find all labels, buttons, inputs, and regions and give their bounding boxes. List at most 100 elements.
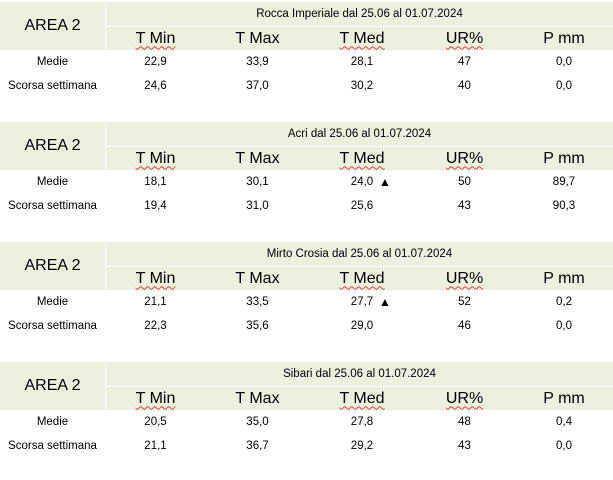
column-header-row: T Min T Max T Med UR% P mm xyxy=(106,387,613,410)
column-header-text: UR% xyxy=(445,269,484,287)
column-header-text: T Min xyxy=(135,269,176,287)
table-row-scorsa: Scorsa settimana 21,1 36,7 29,2 43 0,0 xyxy=(0,434,613,458)
table-cell: 89,7 xyxy=(552,176,576,188)
column-header: T Max xyxy=(207,267,308,290)
table-cell: 37,0 xyxy=(246,80,269,92)
station-table: AREA 2 Acri dal 25.06 al 01.07.2024 T Min T… xyxy=(0,122,613,227)
divider xyxy=(106,26,613,27)
area-label: AREA 2 xyxy=(0,242,105,290)
table-row-scorsa: Scorsa settimana 22,3 35,6 29,0 46 0,0 xyxy=(0,314,613,338)
table-row-medie: Medie 21,1 33,5 27,7 52 0,2 ▲ xyxy=(0,290,613,314)
table-row-medie: Medie 22,9 33,9 28,1 47 0,0 xyxy=(0,50,613,74)
table-cell: 25,6 xyxy=(350,200,374,212)
area-label: AREA 2 xyxy=(0,2,105,50)
column-header-text: UR% xyxy=(445,389,484,407)
station-title: Mirto Crosia dal 25.06 al 01.07.2024 xyxy=(106,242,613,266)
column-header: T Max xyxy=(207,387,308,410)
row-label: Medie xyxy=(36,296,69,308)
area-label: AREA 2 xyxy=(0,362,105,410)
table-cell: 0,4 xyxy=(556,416,572,428)
table-cell: 33,5 xyxy=(246,296,269,308)
column-header: P mm xyxy=(515,147,613,170)
up-arrow-icon: ▲ xyxy=(379,295,391,309)
column-header: P mm xyxy=(515,267,613,290)
table-cell: 46 xyxy=(458,320,471,332)
column-header-text: UR% xyxy=(445,29,484,47)
column-header: T Med xyxy=(310,27,414,50)
table-cell: 50 xyxy=(458,176,471,188)
column-header-text: T Med xyxy=(339,149,385,167)
row-label: Medie xyxy=(36,416,69,428)
table-cell: 0,2 xyxy=(556,296,572,308)
column-header: UR% xyxy=(416,267,513,290)
column-header: UR% xyxy=(416,387,513,410)
column-header-text: P mm xyxy=(543,389,585,407)
table-cell: 24,0 xyxy=(350,176,374,188)
station-table: AREA 2 Mirto Crosia dal 25.06 al 01.07.20… xyxy=(0,242,613,347)
column-header-text: T Min xyxy=(135,389,176,407)
row-label: Scorsa settimana xyxy=(8,320,97,332)
column-header: T Min xyxy=(106,387,205,410)
column-header: P mm xyxy=(515,387,613,410)
table-cell: 30,2 xyxy=(350,80,374,92)
table-cell: 52 xyxy=(458,296,471,308)
column-header: T Max xyxy=(207,27,308,50)
row-label: Medie xyxy=(36,176,69,188)
row-label: Scorsa settimana xyxy=(8,80,97,92)
table-cell: 90,3 xyxy=(552,200,576,212)
table-cell: 35,0 xyxy=(246,416,269,428)
table-cell: 28,1 xyxy=(350,56,374,68)
table-cell: 20,5 xyxy=(144,416,167,428)
table-cell: 29,2 xyxy=(350,440,374,452)
table-cell: 19,4 xyxy=(144,200,167,212)
table-cell: 47 xyxy=(458,56,471,68)
station-table: AREA 2 Rocca Imperiale dal 25.06 al 01.07… xyxy=(0,2,613,107)
up-arrow-icon: ▲ xyxy=(379,175,391,189)
table-row-scorsa: Scorsa settimana 19,4 31,0 25,6 43 90,3 xyxy=(0,194,613,218)
column-header: T Med xyxy=(310,147,414,170)
table-cell: 21,1 xyxy=(144,440,167,452)
station-title: Sibari dal 25.06 al 01.07.2024 xyxy=(106,362,613,386)
column-header-text: T Min xyxy=(135,149,176,167)
column-header: P mm xyxy=(515,27,613,50)
table-cell: 22,3 xyxy=(144,320,167,332)
row-label: Medie xyxy=(36,56,69,68)
table-cell: 35,6 xyxy=(246,320,269,332)
column-header-text: T Min xyxy=(135,29,176,47)
column-header: T Med xyxy=(310,387,414,410)
table-cell: 29,0 xyxy=(350,320,374,332)
column-header: T Min xyxy=(106,27,205,50)
column-header: UR% xyxy=(416,147,513,170)
column-header-text: T Med xyxy=(339,269,385,287)
table-row-medie: Medie 18,1 30,1 24,0 50 89,7 ▲ xyxy=(0,170,613,194)
row-label: Scorsa settimana xyxy=(8,440,97,452)
column-header: T Min xyxy=(106,147,205,170)
table-cell: 0,0 xyxy=(556,440,572,452)
column-header-text: T Med xyxy=(339,29,385,47)
table-cell: 36,7 xyxy=(246,440,269,452)
divider xyxy=(106,266,613,267)
column-header-text: T Max xyxy=(235,29,280,47)
table-cell: 43 xyxy=(458,200,471,212)
row-label: Scorsa settimana xyxy=(8,200,97,212)
table-cell: 0,0 xyxy=(556,80,572,92)
table-cell: 33,9 xyxy=(246,56,269,68)
table-row-medie: Medie 20,5 35,0 27,8 48 0,4 xyxy=(0,410,613,434)
column-header: T Max xyxy=(207,147,308,170)
column-header: T Med xyxy=(310,267,414,290)
column-header-text: T Max xyxy=(235,389,280,407)
divider xyxy=(105,122,106,170)
column-header-row: T Min T Max T Med UR% P mm xyxy=(106,267,613,290)
table-row-scorsa: Scorsa settimana 24,6 37,0 30,2 40 0,0 xyxy=(0,74,613,98)
column-header-text: UR% xyxy=(445,149,484,167)
divider xyxy=(105,362,106,410)
table-cell: 40 xyxy=(458,80,471,92)
column-header-row: T Min T Max T Med UR% P mm xyxy=(106,27,613,50)
table-cell: 43 xyxy=(458,440,471,452)
table-cell: 18,1 xyxy=(144,176,167,188)
column-header-text: P mm xyxy=(543,149,585,167)
table-cell: 0,0 xyxy=(556,320,572,332)
column-header-text: P mm xyxy=(543,269,585,287)
table-cell: 48 xyxy=(458,416,471,428)
table-cell: 24,6 xyxy=(144,80,167,92)
